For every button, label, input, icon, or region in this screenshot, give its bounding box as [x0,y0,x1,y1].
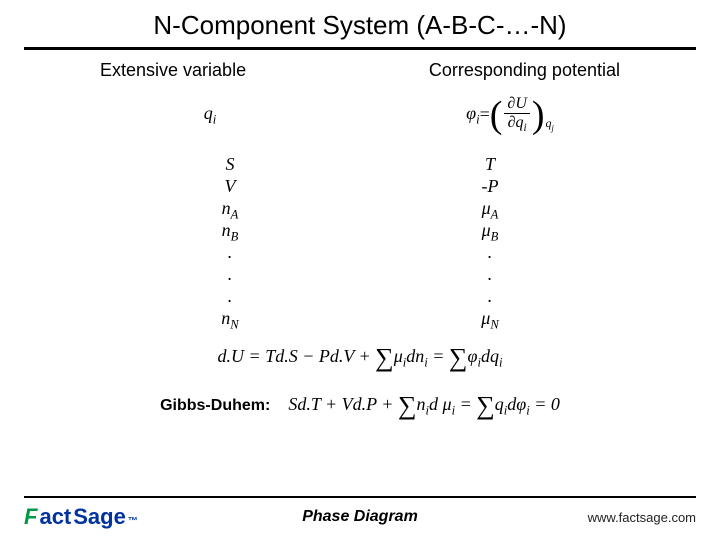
table-row: μN [360,307,620,329]
header-right: Corresponding potential [429,60,620,81]
du-equation: d.U = Td.S − Pd.V + ∑μidni = ∑φidqi [60,343,660,373]
factsage-logo: FactSage™ [24,504,138,530]
footer-url: www.factsage.com [588,510,696,525]
table-row: T [360,153,620,175]
title-rule [24,47,696,50]
header-left: Extensive variable [100,60,246,81]
table-row: . [100,241,360,263]
table-row: V [100,175,360,197]
slide-title: N-Component System (A-B-C-…-N) [0,0,720,47]
table-row: μA [360,197,620,219]
logo-tm: ™ [128,516,138,527]
table-row: . [360,263,620,285]
table-row: . [100,285,360,307]
footer-center: Phase Diagram [302,508,418,526]
logo-f: F [24,504,37,530]
gibbs-duhem-equation: Sd.T + Vd.P + ∑nid μi = ∑qidφi = 0 [288,391,560,421]
table-row: nA [100,197,360,219]
table-row: nB [100,219,360,241]
left-column: S V nA nB . . . nN [100,153,360,329]
table-row: nN [100,307,360,329]
column-headers: Extensive variable Corresponding potenti… [100,60,620,81]
footer-bar: FactSage™ Phase Diagram www.factsage.com [0,504,720,540]
footer-rule [24,496,696,498]
qi-symbol: qi [204,103,217,123]
general-row: qi φi = ( ∂U ∂qi ) qj [60,91,660,139]
variable-table: S V nA nB . . . nN T -P μA μB . . . μN [100,153,620,329]
content-area: Extensive variable Corresponding potenti… [0,60,720,421]
table-row: . [360,241,620,263]
footer: FactSage™ Phase Diagram www.factsage.com [0,496,720,540]
gibbs-duhem-label: Gibbs-Duhem: [160,397,270,415]
slide: N-Component System (A-B-C-…-N) Extensive… [0,0,720,540]
table-row: S [100,153,360,175]
logo-act: act [39,504,71,530]
phi-definition: φi = ( ∂U ∂qi ) qj [466,96,554,134]
table-row: . [100,263,360,285]
table-row: μB [360,219,620,241]
gibbs-duhem-row: Gibbs-Duhem: Sd.T + Vd.P + ∑nid μi = ∑qi… [60,391,660,421]
right-column: T -P μA μB . . . μN [360,153,620,329]
logo-sage: Sage [73,504,126,530]
table-row: -P [360,175,620,197]
table-row: . [360,285,620,307]
